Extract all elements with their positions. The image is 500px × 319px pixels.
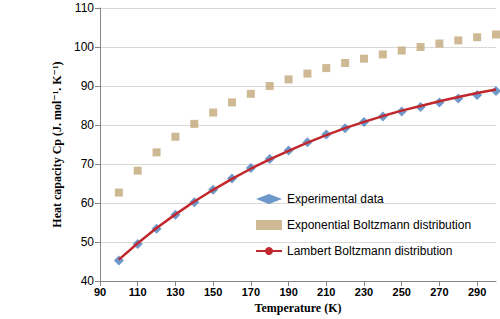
svg-text:Experimental data: Experimental data — [287, 192, 384, 206]
svg-text:190: 190 — [279, 286, 297, 298]
svg-text:Exponential Boltzmann distribu: Exponential Boltzmann distribution — [287, 218, 471, 232]
svg-text:70: 70 — [81, 157, 95, 171]
svg-text:290: 290 — [468, 286, 486, 298]
svg-text:90: 90 — [94, 286, 106, 298]
svg-text:150: 150 — [204, 286, 222, 298]
svg-text:40: 40 — [81, 274, 95, 288]
svg-text:60: 60 — [81, 196, 95, 210]
svg-text:Lambert Boltzmann distribution: Lambert Boltzmann distribution — [287, 244, 452, 258]
svg-text:210: 210 — [317, 286, 335, 298]
svg-text:50: 50 — [81, 235, 95, 249]
svg-text:Temperature (K): Temperature (K) — [255, 301, 342, 315]
svg-text:90: 90 — [81, 79, 95, 93]
svg-text:110: 110 — [129, 286, 147, 298]
svg-text:110: 110 — [75, 1, 94, 15]
svg-text:100: 100 — [74, 40, 94, 54]
svg-text:250: 250 — [393, 286, 411, 298]
svg-text:130: 130 — [166, 286, 184, 298]
svg-text:80: 80 — [81, 118, 95, 132]
svg-text:Heat capacity Cp (J. mol⁻¹. K⁻: Heat capacity Cp (J. mol⁻¹. K⁻¹) — [50, 61, 64, 227]
svg-text:170: 170 — [242, 286, 260, 298]
svg-text:230: 230 — [355, 286, 373, 298]
svg-text:270: 270 — [430, 286, 448, 298]
